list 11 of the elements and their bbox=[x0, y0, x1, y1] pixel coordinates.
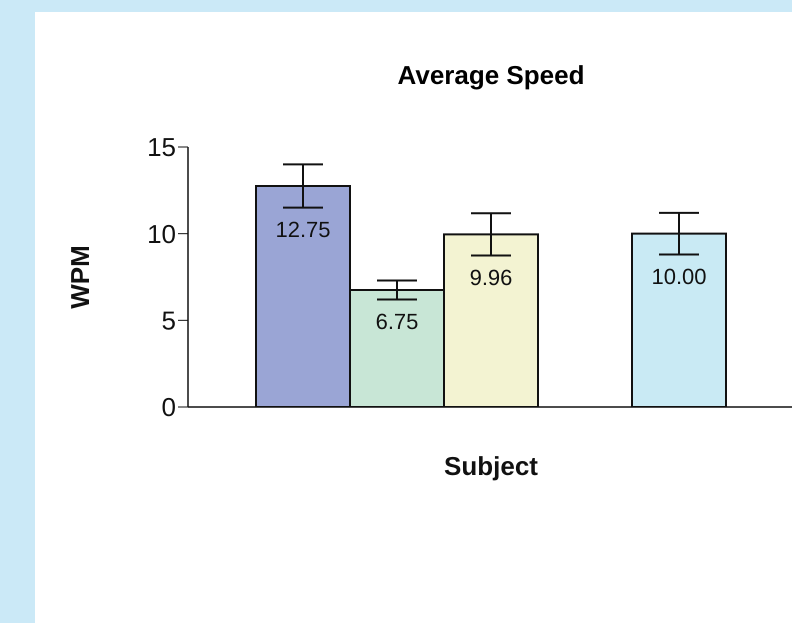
data-label: 10.00 bbox=[651, 264, 707, 289]
y-tick-label: 10 bbox=[147, 218, 176, 249]
y-tick-label: 15 bbox=[147, 132, 176, 162]
y-tick-label: 0 bbox=[162, 392, 176, 422]
data-label: 6.75 bbox=[376, 309, 418, 334]
data-label: 9.96 bbox=[470, 265, 512, 290]
y-axis-title: WPM bbox=[65, 245, 96, 309]
data-label: 12.75 bbox=[275, 217, 331, 242]
x-axis-title: Subject bbox=[444, 451, 538, 481]
y-tick-label: 5 bbox=[162, 306, 176, 336]
chart-title: Average Speed bbox=[396, 60, 586, 91]
